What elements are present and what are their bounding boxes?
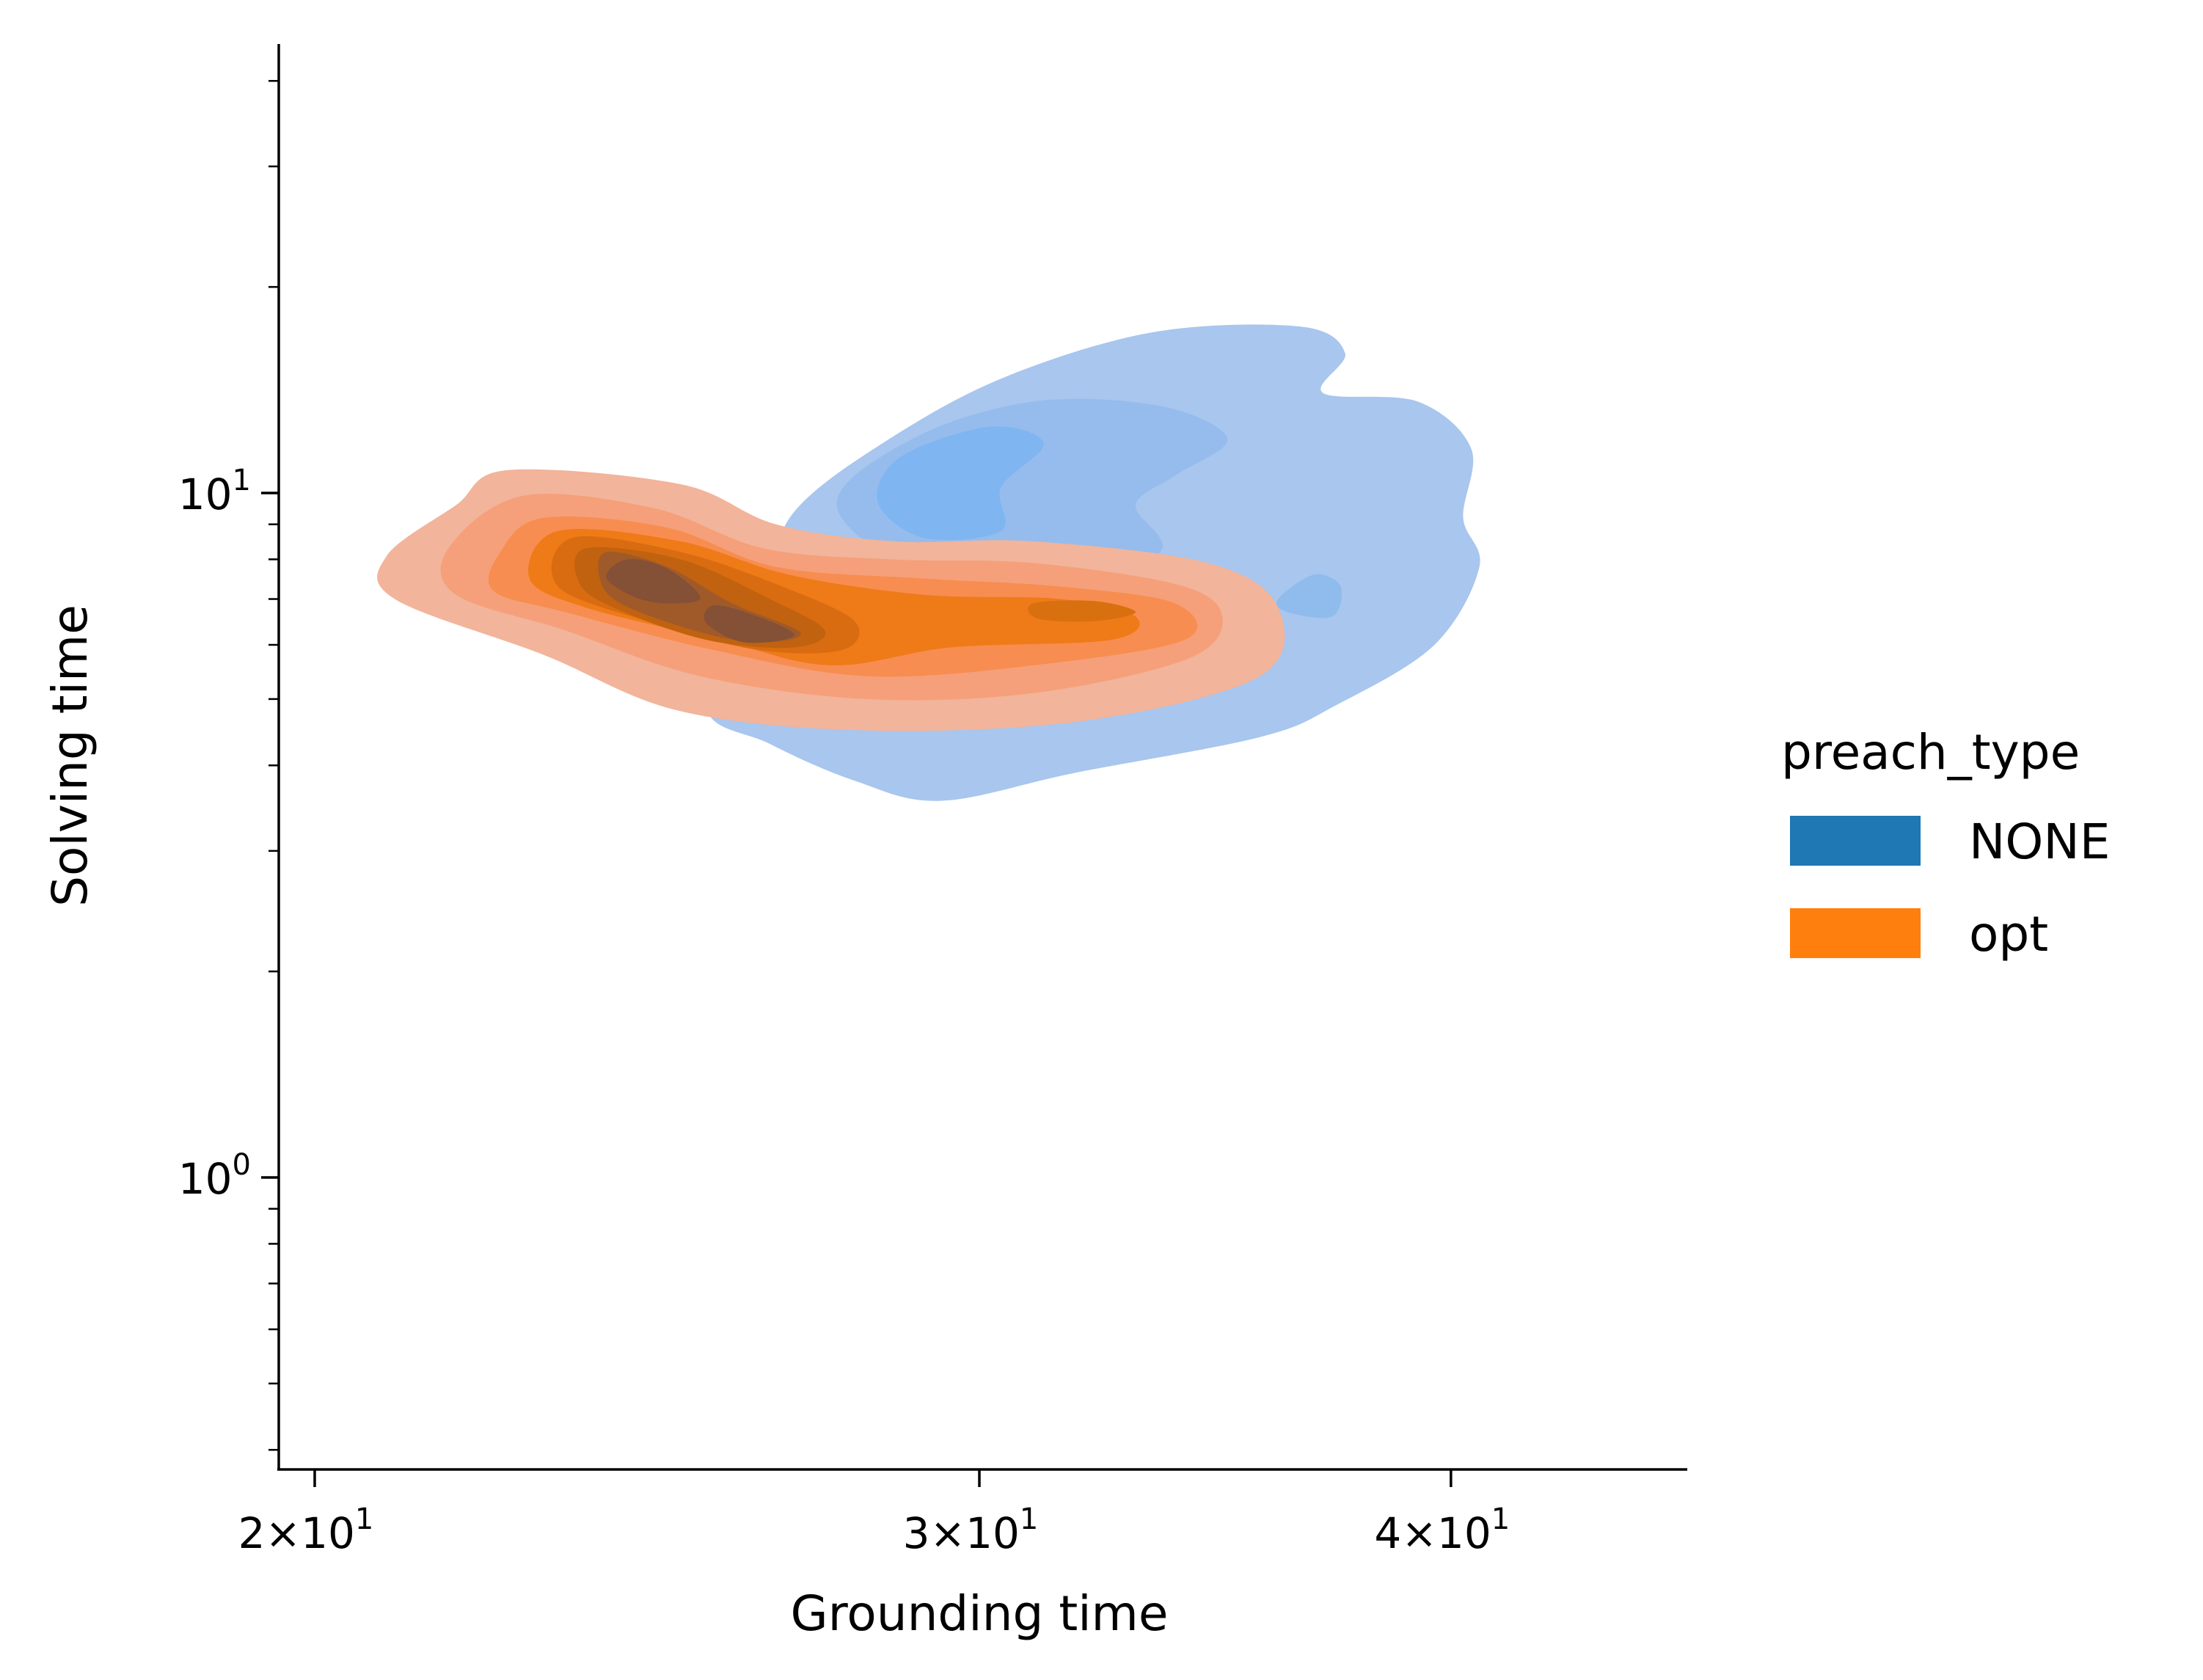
axes [277,44,1687,1471]
x-axis-label: Grounding time [791,1585,1169,1642]
kde-contour-opt-7 [606,558,701,604]
y-tick-label-1: 101 [178,464,251,519]
x-tick-label-1: 3×101 [903,1502,1039,1558]
kde-series-opt [377,469,1285,731]
legend: preach_type NONE opt [1781,724,2110,963]
legend-label-none: NONE [1969,814,2110,870]
plot-area [377,324,1480,801]
kde-contour-none-3 [1276,574,1342,618]
x-ticks: 2×101 3×101 4×101 [238,1469,1510,1558]
y-axis-label: Solving time [42,605,98,907]
y-ticks: 100 101 [178,80,279,1451]
legend-swatch-opt [1790,908,1921,958]
x-tick-label-0: 2×101 [238,1502,374,1558]
legend-swatch-none [1790,816,1921,866]
kde-contour-opt-9 [1028,600,1136,622]
kde-contour-opt-8 [704,605,795,643]
kde-contour-none-2 [877,426,1044,541]
y-tick-label-0: 100 [178,1148,251,1204]
legend-title: preach_type [1781,724,2080,781]
x-tick-label-2: 4×101 [1374,1502,1510,1558]
legend-label-opt: opt [1969,906,2048,963]
